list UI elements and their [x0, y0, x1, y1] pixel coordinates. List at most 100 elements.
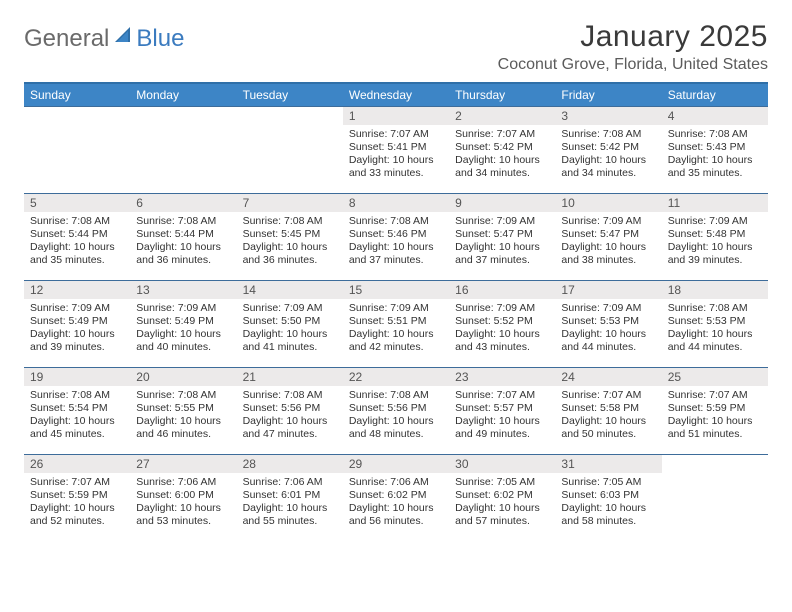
day-number: 6 [130, 194, 236, 212]
daylight-line: Daylight: 10 hours and 42 minutes. [349, 328, 443, 354]
sunset-line: Sunset: 6:03 PM [561, 489, 655, 502]
day-number: 19 [24, 368, 130, 386]
brand-text-blue: Blue [136, 25, 184, 53]
day-cell: . [24, 107, 130, 193]
sunrise-line: Sunrise: 7:08 AM [136, 215, 230, 228]
sunset-line: Sunset: 5:51 PM [349, 315, 443, 328]
daylight-line: Daylight: 10 hours and 40 minutes. [136, 328, 230, 354]
daylight-line: Daylight: 10 hours and 41 minutes. [243, 328, 337, 354]
day-number: 24 [555, 368, 661, 386]
daylight-line: Daylight: 10 hours and 34 minutes. [455, 154, 549, 180]
daylight-line: Daylight: 10 hours and 35 minutes. [30, 241, 124, 267]
day-cell: 3Sunrise: 7:08 AMSunset: 5:42 PMDaylight… [555, 107, 661, 193]
day-cell: 5Sunrise: 7:08 AMSunset: 5:44 PMDaylight… [24, 194, 130, 280]
sunset-line: Sunset: 5:49 PM [136, 315, 230, 328]
day-details: Sunrise: 7:09 AMSunset: 5:52 PMDaylight:… [449, 299, 555, 359]
daylight-line: Daylight: 10 hours and 58 minutes. [561, 502, 655, 528]
brand-text-general: General [24, 25, 109, 53]
sunrise-line: Sunrise: 7:09 AM [455, 215, 549, 228]
sunrise-line: Sunrise: 7:09 AM [30, 302, 124, 315]
day-number: 28 [237, 455, 343, 473]
day-cell: 9Sunrise: 7:09 AMSunset: 5:47 PMDaylight… [449, 194, 555, 280]
sunset-line: Sunset: 5:41 PM [349, 141, 443, 154]
day-number: 4 [662, 107, 768, 125]
weekday-header: Tuesday [237, 84, 343, 106]
day-number: 11 [662, 194, 768, 212]
week-row: ...1Sunrise: 7:07 AMSunset: 5:41 PMDayli… [24, 106, 768, 193]
day-number: 29 [343, 455, 449, 473]
day-number: 10 [555, 194, 661, 212]
week-row: 19Sunrise: 7:08 AMSunset: 5:54 PMDayligh… [24, 367, 768, 454]
day-cell: 12Sunrise: 7:09 AMSunset: 5:49 PMDayligh… [24, 281, 130, 367]
day-details: Sunrise: 7:05 AMSunset: 6:02 PMDaylight:… [449, 473, 555, 533]
day-details: Sunrise: 7:06 AMSunset: 6:02 PMDaylight:… [343, 473, 449, 533]
day-cell: 11Sunrise: 7:09 AMSunset: 5:48 PMDayligh… [662, 194, 768, 280]
sunrise-line: Sunrise: 7:09 AM [668, 215, 762, 228]
sunrise-line: Sunrise: 7:08 AM [349, 389, 443, 402]
daylight-line: Daylight: 10 hours and 33 minutes. [349, 154, 443, 180]
day-number: 12 [24, 281, 130, 299]
weekday-header: Thursday [449, 84, 555, 106]
day-number: 1 [343, 107, 449, 125]
day-details: Sunrise: 7:09 AMSunset: 5:49 PMDaylight:… [130, 299, 236, 359]
day-number: 5 [24, 194, 130, 212]
day-details: Sunrise: 7:07 AMSunset: 5:42 PMDaylight:… [449, 125, 555, 185]
sunrise-line: Sunrise: 7:09 AM [561, 215, 655, 228]
sunrise-line: Sunrise: 7:08 AM [30, 389, 124, 402]
day-details: Sunrise: 7:09 AMSunset: 5:47 PMDaylight:… [449, 212, 555, 272]
daylight-line: Daylight: 10 hours and 49 minutes. [455, 415, 549, 441]
sunrise-line: Sunrise: 7:08 AM [243, 389, 337, 402]
day-cell: 20Sunrise: 7:08 AMSunset: 5:55 PMDayligh… [130, 368, 236, 454]
daylight-line: Daylight: 10 hours and 38 minutes. [561, 241, 655, 267]
sunrise-line: Sunrise: 7:08 AM [561, 128, 655, 141]
day-details: Sunrise: 7:07 AMSunset: 5:57 PMDaylight:… [449, 386, 555, 446]
day-details: Sunrise: 7:08 AMSunset: 5:44 PMDaylight:… [24, 212, 130, 272]
day-cell: 7Sunrise: 7:08 AMSunset: 5:45 PMDaylight… [237, 194, 343, 280]
day-cell: 28Sunrise: 7:06 AMSunset: 6:01 PMDayligh… [237, 455, 343, 541]
day-number: 22 [343, 368, 449, 386]
day-details: Sunrise: 7:08 AMSunset: 5:54 PMDaylight:… [24, 386, 130, 446]
brand-logo: General Blue [24, 20, 184, 53]
sunrise-line: Sunrise: 7:06 AM [243, 476, 337, 489]
sunrise-line: Sunrise: 7:06 AM [349, 476, 443, 489]
day-details: Sunrise: 7:09 AMSunset: 5:51 PMDaylight:… [343, 299, 449, 359]
daylight-line: Daylight: 10 hours and 50 minutes. [561, 415, 655, 441]
day-cell: 15Sunrise: 7:09 AMSunset: 5:51 PMDayligh… [343, 281, 449, 367]
sunset-line: Sunset: 5:44 PM [136, 228, 230, 241]
header: General Blue January 2025 Coconut Grove,… [24, 20, 768, 74]
daylight-line: Daylight: 10 hours and 53 minutes. [136, 502, 230, 528]
sunset-line: Sunset: 6:00 PM [136, 489, 230, 502]
sunrise-line: Sunrise: 7:08 AM [136, 389, 230, 402]
day-details: Sunrise: 7:07 AMSunset: 5:58 PMDaylight:… [555, 386, 661, 446]
daylight-line: Daylight: 10 hours and 39 minutes. [668, 241, 762, 267]
day-cell: 13Sunrise: 7:09 AMSunset: 5:49 PMDayligh… [130, 281, 236, 367]
day-cell: 29Sunrise: 7:06 AMSunset: 6:02 PMDayligh… [343, 455, 449, 541]
day-details: Sunrise: 7:08 AMSunset: 5:56 PMDaylight:… [343, 386, 449, 446]
weekday-header: Monday [130, 84, 236, 106]
sunrise-line: Sunrise: 7:08 AM [668, 128, 762, 141]
day-cell: 2Sunrise: 7:07 AMSunset: 5:42 PMDaylight… [449, 107, 555, 193]
location-text: Coconut Grove, Florida, United States [498, 56, 768, 74]
sunrise-line: Sunrise: 7:08 AM [30, 215, 124, 228]
day-details: Sunrise: 7:07 AMSunset: 5:41 PMDaylight:… [343, 125, 449, 185]
sunset-line: Sunset: 5:56 PM [243, 402, 337, 415]
daylight-line: Daylight: 10 hours and 45 minutes. [30, 415, 124, 441]
day-number: 21 [237, 368, 343, 386]
day-cell: 10Sunrise: 7:09 AMSunset: 5:47 PMDayligh… [555, 194, 661, 280]
sunset-line: Sunset: 5:47 PM [455, 228, 549, 241]
daylight-line: Daylight: 10 hours and 52 minutes. [30, 502, 124, 528]
daylight-line: Daylight: 10 hours and 56 minutes. [349, 502, 443, 528]
day-cell: 21Sunrise: 7:08 AMSunset: 5:56 PMDayligh… [237, 368, 343, 454]
day-number: 27 [130, 455, 236, 473]
day-cell: 18Sunrise: 7:08 AMSunset: 5:53 PMDayligh… [662, 281, 768, 367]
sunset-line: Sunset: 5:47 PM [561, 228, 655, 241]
daylight-line: Daylight: 10 hours and 55 minutes. [243, 502, 337, 528]
day-details: Sunrise: 7:06 AMSunset: 6:01 PMDaylight:… [237, 473, 343, 533]
day-details: Sunrise: 7:08 AMSunset: 5:53 PMDaylight:… [662, 299, 768, 359]
day-number: 17 [555, 281, 661, 299]
day-details: Sunrise: 7:09 AMSunset: 5:47 PMDaylight:… [555, 212, 661, 272]
daylight-line: Daylight: 10 hours and 44 minutes. [668, 328, 762, 354]
day-details: Sunrise: 7:08 AMSunset: 5:55 PMDaylight:… [130, 386, 236, 446]
week-row: 12Sunrise: 7:09 AMSunset: 5:49 PMDayligh… [24, 280, 768, 367]
day-number: 26 [24, 455, 130, 473]
